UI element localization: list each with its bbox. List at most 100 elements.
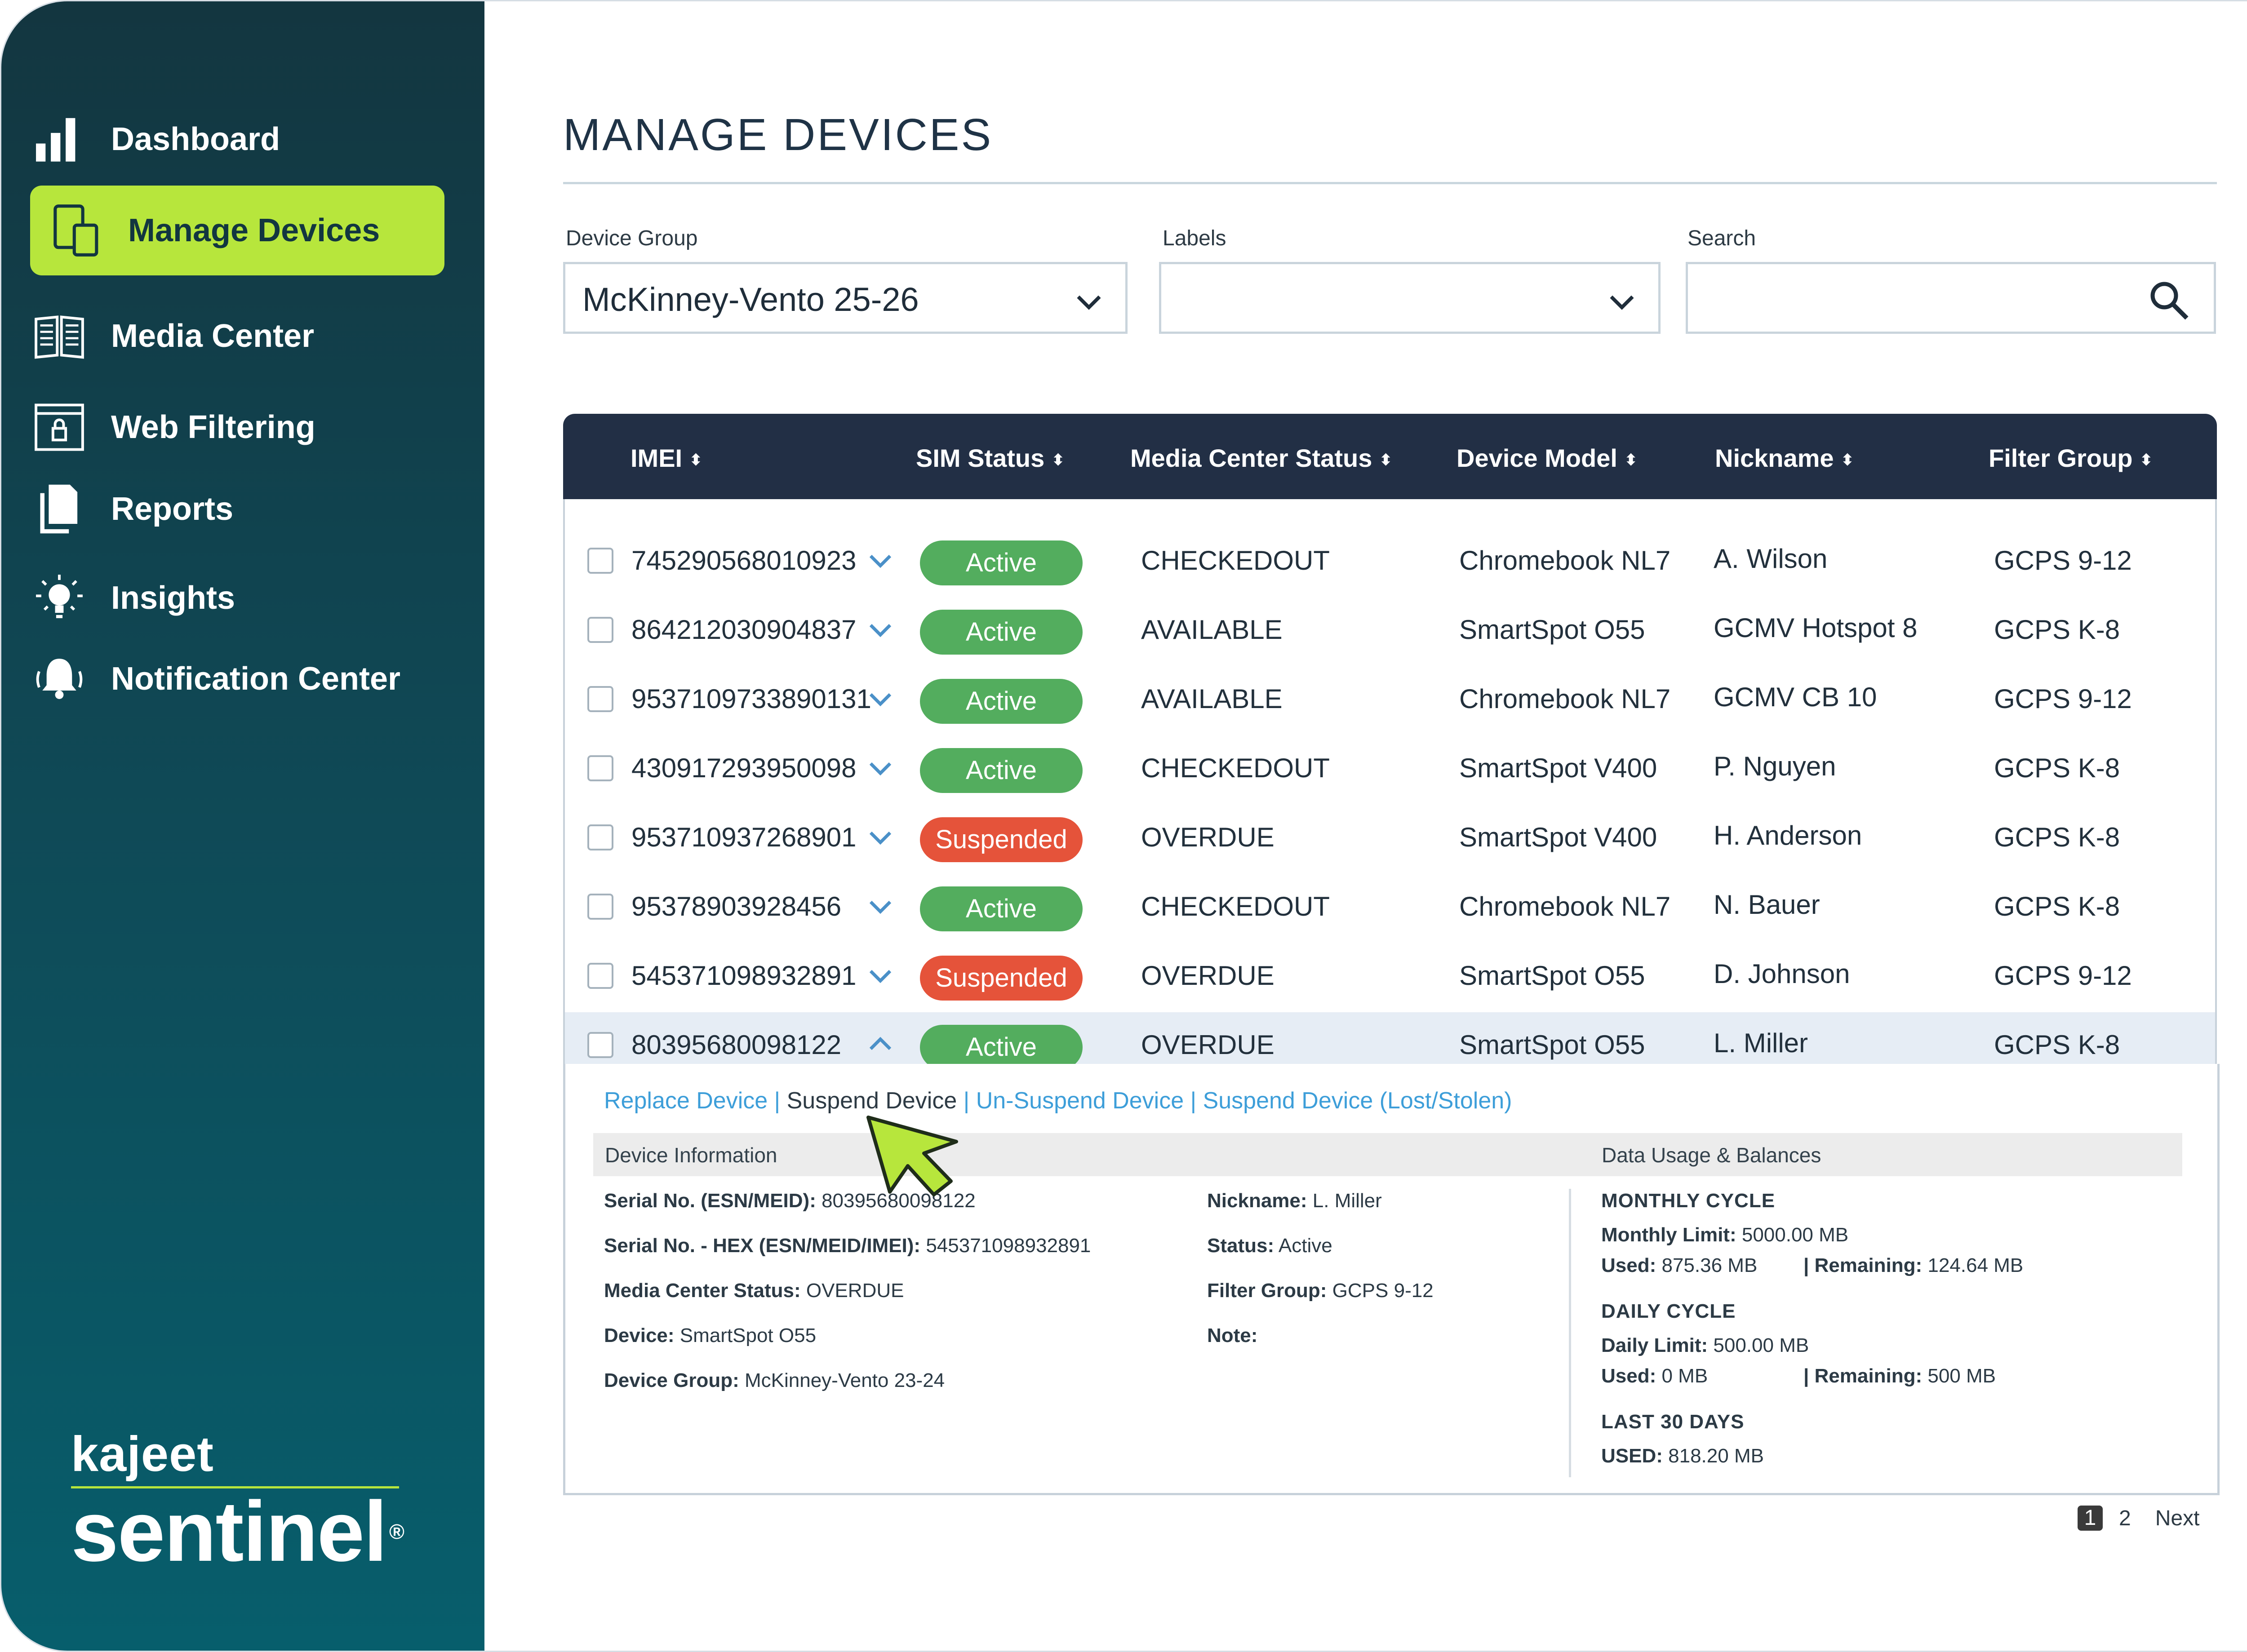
table-row[interactable]: 95378903928456 CHECKEDOUT Chromebook NL7 N.… [565,874,2215,943]
row-checkbox[interactable] [587,755,613,781]
brand-top: kajeet [71,1426,214,1482]
daily-cycle-heading: DAILY CYCLE [1601,1300,1736,1322]
column-nickname[interactable]: Nickname ⬍ [1715,444,1854,472]
cell-media: OVERDUE [1141,1030,1274,1060]
suspend-device-link[interactable]: Suspend Device [786,1088,957,1114]
lock-window-icon [30,398,89,456]
cell-nickname: GCMV CB 10 [1714,682,1877,712]
sidebar-item-web-filtering[interactable]: Web Filtering [30,382,315,472]
page-1-button[interactable]: 1 [2078,1506,2103,1531]
device-group-select[interactable]: McKinney-Vento 25-26 [563,262,1128,334]
search-label: Search [1687,226,1756,250]
last-30-days-used-row: USED: 818.20 MB [1601,1445,1764,1467]
sidebar-item-insights[interactable]: Insights [30,553,235,643]
sidebar-item-media-center[interactable]: Media Center [30,291,314,381]
search-icon[interactable] [2146,278,2191,323]
cell-imei: 430917293950098 [631,753,857,783]
chevron-down-icon[interactable] [867,962,894,989]
chevron-down-icon[interactable] [867,547,894,574]
sidebar-item-dashboard[interactable]: Dashboard [30,94,280,184]
cell-media: CHECKEDOUT [1141,891,1330,921]
cell-nickname: D. Johnson [1714,959,1850,989]
cell-nickname: P. Nguyen [1714,751,1836,781]
device-group-row: Device Group: McKinney-Vento 23-24 [604,1369,945,1391]
sort-icon: ⬍ [1052,452,1065,469]
cell-media: OVERDUE [1141,822,1274,852]
cell-filter: GCPS 9-12 [1994,545,2132,576]
sidebar-item-manage-devices[interactable]: Manage Devices [30,186,444,275]
table-header: IMEI ⬍ SIM Status ⬍ Media Center Status ⬍ D… [563,414,2217,499]
daily-remaining-row: | Remaining: 500 MB [1803,1365,1996,1387]
table-row[interactable]: 953710937268901 OVERDUE SmartSpot V400 H. A… [565,805,2215,874]
cell-imei: 95378903928456 [631,891,842,921]
action-separator: | [1184,1088,1203,1114]
next-page-button[interactable]: Next [2155,1506,2200,1530]
column-filter-group[interactable]: Filter Group ⬍ [1989,444,2153,472]
sidebar-item-notification-center[interactable]: Notification Center [30,634,400,724]
row-checkbox[interactable] [587,617,613,643]
status-row: Status: Active [1207,1235,1332,1257]
sim-status-badge: Active [920,1025,1083,1070]
row-checkbox[interactable] [587,686,613,712]
chevron-down-icon[interactable] [867,824,894,850]
row-checkbox[interactable] [587,894,613,920]
filter-group-value: GCPS 9-12 [1332,1280,1434,1302]
chevron-down-icon[interactable] [867,754,894,781]
cell-model: Chromebook NL7 [1459,684,1671,714]
table-row[interactable]: 745290568010923 CHECKEDOUT Chromebook NL7 A… [565,528,2215,597]
monthly-limit-row: Monthly Limit: 5000.00 MB [1601,1224,1849,1246]
sidebar-item-label: Notification Center [111,661,401,697]
row-checkbox[interactable] [587,824,613,850]
column-media-center-status[interactable]: Media Center Status ⬍ [1130,444,1392,472]
search-field[interactable] [1686,262,2216,334]
column-imei[interactable]: IMEI ⬍ [631,444,702,472]
sim-status-badge: Active [920,748,1083,793]
detail-divider [1569,1189,1571,1477]
device-group-detail-value: McKinney-Vento 23-24 [744,1369,945,1391]
lightbulb-icon [30,569,89,627]
cell-media: OVERDUE [1141,961,1274,991]
chevron-down-icon [1610,295,1634,310]
search-input[interactable] [1701,273,2124,323]
monthly-used-row: Used: 875.36 MB [1601,1254,1758,1276]
table-row[interactable]: 80395680098122 OVERDUE SmartSpot O55 L. Mil… [565,1012,2215,1081]
data-usage-heading: Data Usage & Balances [1602,1143,1821,1167]
chevron-down-icon[interactable] [867,685,894,712]
serial-value: 80395680098122 [822,1190,976,1212]
table-row[interactable]: 545371098932891 OVERDUE SmartSpot O55 D. Jo… [565,943,2215,1012]
column-device-model[interactable]: Device Model ⬍ [1457,444,1638,472]
table-row[interactable]: 430917293950098 CHECKEDOUT SmartSpot V400 P… [565,735,2215,805]
column-sim-status[interactable]: SIM Status ⬍ [916,444,1065,472]
page-2-button[interactable]: 2 [2119,1506,2131,1530]
suspend-lost-stolen-link[interactable]: Suspend Device (Lost/Stolen) [1203,1088,1512,1114]
detail-section-bar: Device Information Data Usage & Balances [593,1133,2182,1176]
media-status-value: OVERDUE [806,1280,904,1302]
row-checkbox[interactable] [587,963,613,989]
sidebar-item-reports[interactable]: Reports [30,464,233,554]
table-row[interactable]: 9537109733890131 AVAILABLE Chromebook NL7 G… [565,666,2215,735]
chevron-down-icon[interactable] [867,616,894,643]
last-30-days-heading: LAST 30 DAYS [1601,1411,1745,1433]
bar-chart-icon [30,110,89,168]
sim-status-badge: Suspended [920,956,1083,1001]
cell-model: SmartSpot V400 [1459,822,1657,852]
sim-status-badge: Suspended [920,817,1083,862]
cell-imei: 545371098932891 [631,961,857,991]
chevron-down-icon[interactable] [867,893,894,920]
chevron-up-icon[interactable] [867,1031,894,1058]
table-row[interactable]: 864212030904837 AVAILABLE SmartSpot O55 GCM… [565,597,2215,666]
unsuspend-device-link[interactable]: Un-Suspend Device [976,1088,1184,1114]
sort-icon: ⬍ [689,452,702,469]
row-checkbox[interactable] [587,1032,613,1058]
chevron-down-icon [1077,295,1101,310]
serial-hex-value: 545371098932891 [926,1235,1091,1257]
labels-select[interactable] [1159,262,1661,334]
cell-imei: 9537109733890131 [631,684,871,714]
sim-status-badge: Active [920,886,1083,931]
cell-model: SmartSpot V400 [1459,753,1657,783]
row-checkbox[interactable] [587,548,613,574]
cell-media: AVAILABLE [1141,684,1283,714]
replace-device-link[interactable]: Replace Device [604,1088,768,1114]
monthly-cycle-heading: MONTHLY CYCLE [1601,1190,1776,1212]
cell-filter: GCPS 9-12 [1994,684,2132,714]
